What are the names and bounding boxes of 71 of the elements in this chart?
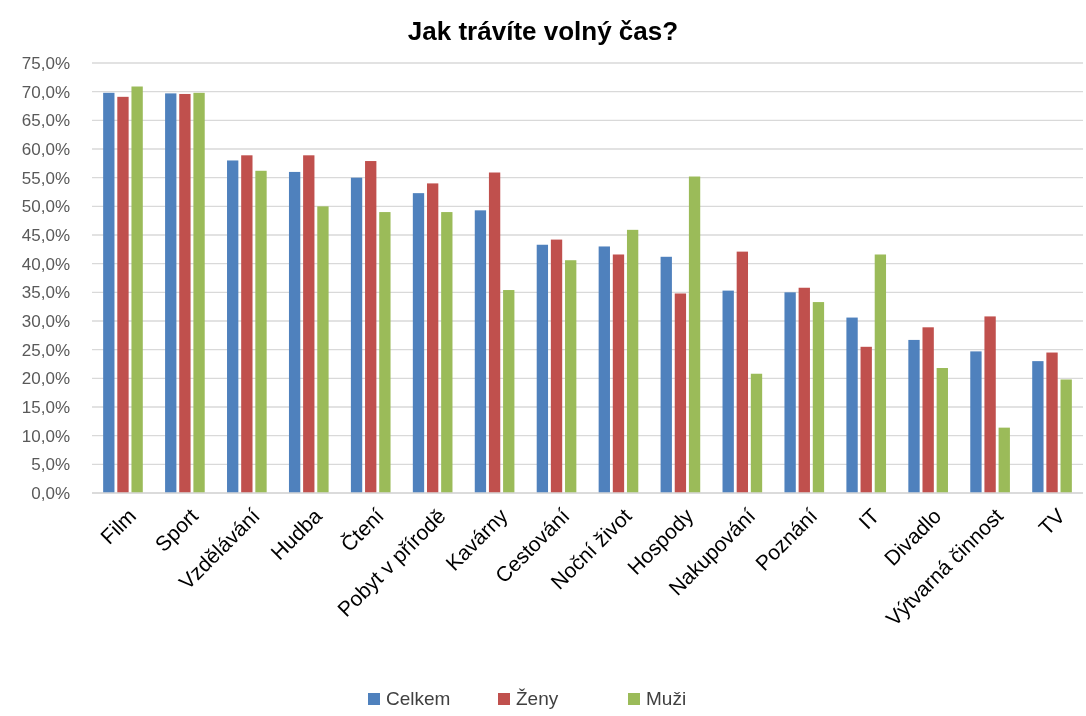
x-tick-label: IT: [853, 503, 884, 534]
y-tick-label: 75,0%: [21, 53, 70, 73]
y-tick-label: 20,0%: [21, 369, 70, 389]
bar: [365, 161, 377, 493]
bar: [722, 290, 734, 493]
bar: [784, 292, 796, 493]
bar: [688, 176, 701, 493]
bar: [255, 170, 267, 493]
y-tick-label: 5,0%: [31, 455, 70, 475]
bar: [750, 373, 763, 493]
y-tick-label: 0,0%: [31, 483, 70, 503]
bar: [1060, 379, 1072, 493]
bar: [488, 172, 501, 493]
x-tick-label: TV: [1034, 503, 1070, 540]
bar: [970, 351, 982, 493]
bar: [674, 293, 687, 493]
bar: [131, 86, 143, 493]
bar: [936, 368, 948, 493]
bar: [812, 302, 825, 493]
y-tick-label: 25,0%: [21, 340, 70, 360]
bar: [922, 327, 934, 493]
bar: [1032, 361, 1044, 493]
y-tick-label: 50,0%: [21, 197, 70, 217]
bar: [303, 155, 315, 493]
bar: [350, 177, 363, 493]
bar: [550, 239, 563, 493]
bar: [874, 254, 887, 493]
bar: [412, 193, 425, 493]
legend-label: Ženy: [516, 688, 559, 709]
bar: [288, 171, 301, 493]
y-tick-label: 65,0%: [21, 111, 70, 131]
y-tick-label: 60,0%: [21, 139, 70, 159]
bar: [598, 246, 610, 493]
y-tick-label: 40,0%: [21, 254, 70, 274]
y-tick-label: 15,0%: [21, 397, 70, 417]
bar: [565, 260, 577, 493]
chart-title: Jak trávíte volný čas?: [407, 16, 679, 46]
bar: [626, 229, 639, 493]
bar: [117, 96, 129, 493]
bar: [846, 317, 858, 493]
y-tick-label: 45,0%: [21, 225, 70, 245]
bar: [798, 287, 810, 493]
bar: [1046, 352, 1058, 493]
y-tick-label: 30,0%: [21, 311, 70, 331]
bar: [379, 212, 391, 493]
bar: [193, 92, 205, 493]
bar: [612, 254, 625, 493]
bar: [317, 206, 329, 493]
bar: [736, 251, 749, 493]
bar: [241, 155, 253, 493]
bar: [474, 210, 487, 493]
bar: [426, 183, 439, 493]
bar: [503, 290, 515, 493]
bar: [998, 427, 1010, 493]
bar: [441, 212, 453, 493]
bar: [536, 244, 549, 493]
legend-label: Celkem: [386, 688, 451, 709]
bar: [165, 93, 177, 493]
y-tick-label: 70,0%: [21, 82, 70, 102]
x-tick-label: Film: [95, 503, 141, 549]
bar: [227, 160, 239, 493]
bar: [860, 346, 872, 493]
bar: [660, 256, 672, 493]
bar: [103, 92, 115, 493]
y-tick-label: 55,0%: [21, 168, 70, 188]
y-tick-label: 35,0%: [21, 283, 70, 303]
legend-label: Muži: [646, 688, 687, 709]
bar: [179, 93, 191, 493]
y-tick-label: 10,0%: [21, 426, 70, 446]
bar: [984, 316, 996, 493]
bar: [908, 339, 920, 493]
